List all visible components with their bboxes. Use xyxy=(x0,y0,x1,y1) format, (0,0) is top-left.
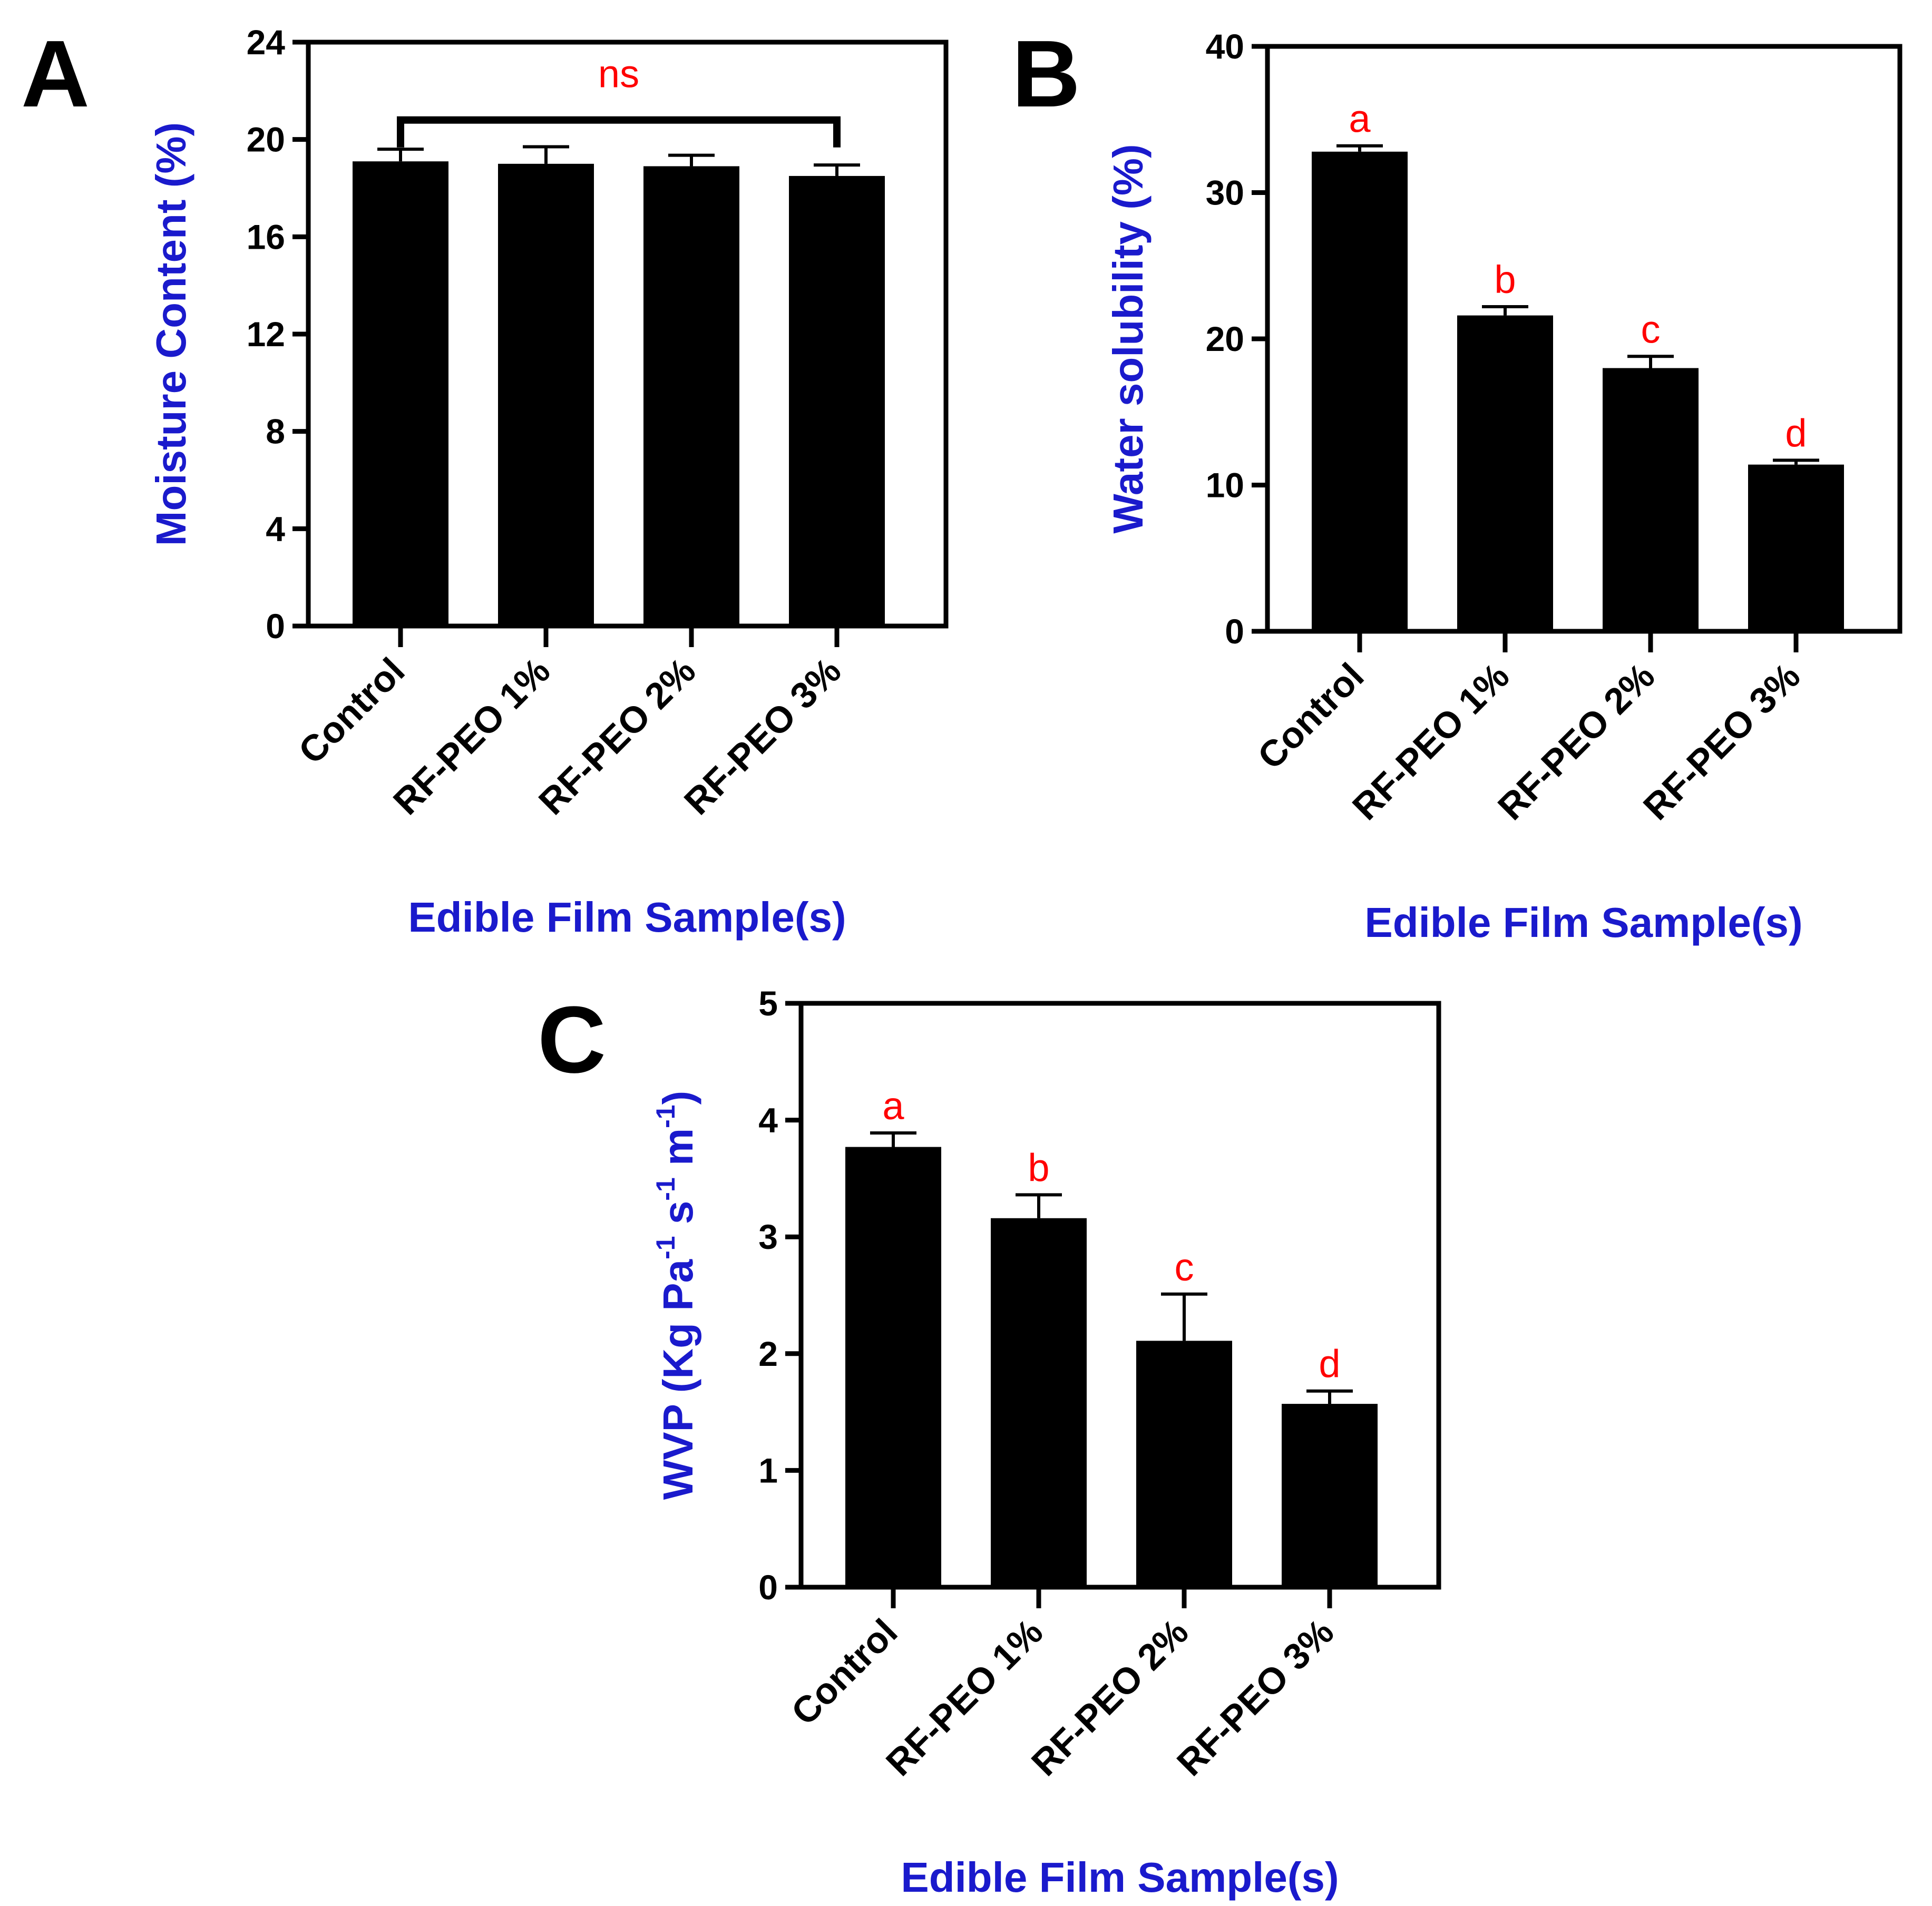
panel-c-y-axis-title-superscript: -1 xyxy=(651,1177,680,1200)
panel-c-significance-letter: d xyxy=(1319,1342,1340,1386)
panel-b-significance-letter: c xyxy=(1641,307,1661,351)
panel-b-significance-letter: a xyxy=(1349,97,1371,141)
panel-c-bar xyxy=(991,1218,1087,1587)
panel-b-category-label: RF-PEO 2% xyxy=(1490,655,1662,827)
panel-a-category-label: Control xyxy=(291,650,413,771)
panel-a-y-tick-label: 12 xyxy=(247,315,285,354)
panel-a-x-axis-title: Edible Film Sample(s) xyxy=(408,894,846,941)
panel-c-significance-letter: b xyxy=(1028,1146,1049,1189)
panel-c-plot-frame xyxy=(798,1001,1441,1590)
panel-a-bar xyxy=(498,163,594,626)
panel-b-y-axis-title: Water solubility (%) xyxy=(1105,144,1152,533)
panel-a-significance-bracket xyxy=(397,116,841,148)
panel-c-significance-letter: a xyxy=(882,1084,904,1128)
panel-c-bar xyxy=(1282,1404,1378,1587)
panel-c-y-tick-label: 3 xyxy=(758,1217,778,1256)
panel-c-y-tick-label: 4 xyxy=(758,1101,778,1140)
panel-b-y-tick-label: 10 xyxy=(1206,466,1244,505)
panel-c-category-label: Control xyxy=(784,1611,905,1733)
panel-b: B 0 10 20 30 40 Control a RF-PEO 1% b RF-PEO 2% c R… xyxy=(1012,21,1902,946)
panel-b-bar xyxy=(1748,464,1844,631)
panel-c: C 0 1 2 3 4 5 Control a RF-PEO 1% b RF-PEO 2% c RF-P… xyxy=(538,984,1441,1901)
panel-b-significance-letter: b xyxy=(1494,258,1516,301)
panel-a-significance-label: ns xyxy=(598,52,639,96)
panel-b-bar xyxy=(1603,368,1699,631)
panel-a-category-label: RF-PEO 2% xyxy=(531,650,703,822)
panel-c-y-axis-title-text: WVP (Kg Pa xyxy=(655,1259,701,1500)
panel-a-bar xyxy=(353,161,448,626)
panel-a-y-tick-label: 4 xyxy=(266,509,285,548)
panel-a-y-tick-label: 16 xyxy=(247,217,285,256)
panel-c-bar xyxy=(845,1147,941,1587)
panel-a-y-tick-label: 24 xyxy=(247,23,286,62)
panel-b-bar xyxy=(1312,151,1408,631)
panel-c-y-axis-title-text: s xyxy=(655,1201,701,1236)
panel-b-category-label: RF-PEO 1% xyxy=(1344,655,1517,827)
panel-a-y-tick-label: 8 xyxy=(266,412,285,451)
panel-a-bar xyxy=(789,175,885,627)
panel-c-category-label: RF-PEO 3% xyxy=(1169,1611,1341,1783)
panel-a-letter: A xyxy=(21,21,90,127)
panel-b-significance-letter: d xyxy=(1785,411,1807,455)
panel-c-y-axis-title: WVP (Kg Pa-1 s-1 m-1) xyxy=(651,1091,701,1500)
panel-c-category-label: RF-PEO 2% xyxy=(1023,1611,1196,1783)
panel-c-significance-letter: c xyxy=(1175,1245,1194,1289)
panel-b-category-label: RF-PEO 3% xyxy=(1635,655,1808,827)
panel-b-y-tick-label: 0 xyxy=(1225,612,1244,651)
panel-c-category-label: RF-PEO 1% xyxy=(878,1611,1050,1783)
panel-b-bar xyxy=(1457,315,1553,631)
panel-a-bar xyxy=(643,166,739,626)
panel-c-y-tick-label: 5 xyxy=(758,984,778,1023)
panel-a-y-tick-label: 20 xyxy=(247,120,285,159)
panel-c-y-tick-label: 1 xyxy=(758,1451,778,1490)
panel-c-x-axis-title: Edible Film Sample(s) xyxy=(901,1854,1339,1901)
panel-b-category-label: Control xyxy=(1250,655,1372,777)
panel-c-y-axis-title-text: ) xyxy=(655,1091,701,1105)
panel-c-y-axis-title-text: m xyxy=(655,1128,701,1177)
panel-a-category-label: RF-PEO 3% xyxy=(676,650,848,822)
panel-a-y-axis-title: Moisture Content (%) xyxy=(148,122,194,546)
panel-c-bar xyxy=(1136,1341,1232,1587)
panel-b-x-axis-title: Edible Film Sample(s) xyxy=(1364,899,1802,946)
panel-a-category-label: RF-PEO 1% xyxy=(385,650,558,822)
panel-a-y-tick-label: 0 xyxy=(266,607,285,646)
panel-c-y-tick-label: 2 xyxy=(758,1334,778,1373)
panel-b-letter: B xyxy=(1012,21,1080,127)
panel-c-y-axis-title-superscript: -1 xyxy=(651,1236,680,1259)
panel-b-y-tick-label: 20 xyxy=(1206,319,1244,358)
panel-b-y-tick-label: 30 xyxy=(1206,173,1244,212)
panel-b-y-tick-label: 40 xyxy=(1206,27,1244,66)
panel-c-letter: C xyxy=(538,987,606,1093)
panel-c-y-tick-label: 0 xyxy=(758,1568,778,1607)
panel-c-y-axis-title-superscript: -1 xyxy=(651,1104,680,1128)
